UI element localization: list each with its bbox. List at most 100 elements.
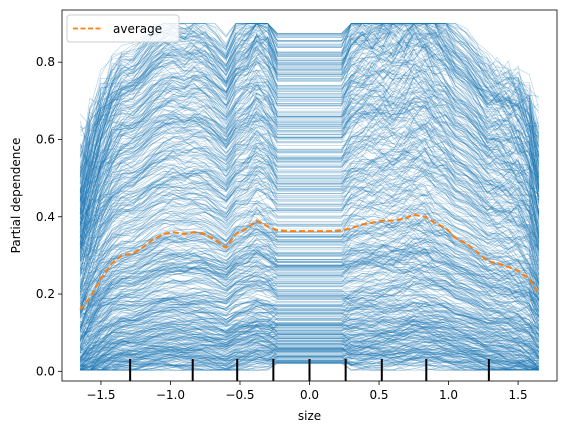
ice-curve — [79, 144, 540, 286]
ice-curve — [80, 333, 540, 371]
ice-curve — [79, 237, 540, 314]
ice-curve — [79, 276, 540, 334]
ice-curve — [79, 287, 540, 347]
ice-curve — [79, 59, 540, 238]
y-tick-label: 0.0 — [36, 364, 55, 378]
ice-curve — [80, 264, 540, 333]
ice-curve — [79, 150, 540, 248]
ice-curve — [79, 321, 540, 368]
ice-curve — [79, 203, 540, 279]
ice-curve — [79, 35, 540, 212]
ice-curve — [79, 48, 540, 205]
ice-curve — [80, 23, 540, 156]
ice-curve — [79, 326, 540, 370]
ice-curve — [80, 177, 540, 280]
ice-curve — [79, 68, 540, 197]
ice-curve — [80, 328, 540, 371]
ice-curve — [79, 300, 540, 358]
ice-curve — [79, 301, 539, 362]
ice-curve — [79, 217, 540, 308]
ice-curve — [79, 138, 540, 250]
ice-curve — [79, 119, 539, 240]
ice-curve — [79, 88, 540, 217]
ice-curve — [79, 252, 540, 322]
ice-curve — [79, 59, 540, 200]
ice-curve — [79, 148, 540, 256]
ice-curve — [79, 297, 540, 353]
ice-curve — [79, 89, 540, 202]
ice-curve — [80, 339, 539, 371]
ice-curve — [79, 23, 540, 156]
ice-curve — [80, 319, 540, 370]
ice-curve — [79, 68, 540, 253]
ice-curve — [79, 102, 540, 229]
ice-curve — [79, 242, 540, 331]
ice-curve — [79, 88, 540, 239]
ice-curve — [79, 198, 539, 305]
ice-curve — [79, 247, 540, 328]
ice-curve — [80, 331, 540, 371]
ice-curve — [79, 94, 540, 239]
ice-curve — [79, 319, 540, 370]
ice-curve — [79, 276, 540, 347]
ice-curve — [80, 342, 540, 371]
ice-curve — [79, 138, 539, 234]
ice-curve — [79, 140, 540, 261]
ice-curve — [79, 99, 540, 245]
ice-curve — [79, 229, 540, 315]
ice-curve — [79, 119, 540, 263]
ice-curve — [80, 345, 539, 371]
ice-curve — [79, 261, 540, 340]
ice-curve — [79, 154, 540, 290]
ice-curve — [80, 346, 540, 371]
ice-curve — [79, 39, 540, 239]
ice-curve — [79, 177, 540, 290]
ice-curve — [80, 329, 540, 371]
ice-curve — [79, 282, 539, 349]
ice-curve — [79, 189, 540, 276]
ice-curve — [79, 241, 540, 307]
ice-curve — [79, 200, 540, 284]
ice-curve — [80, 283, 539, 337]
ice-curve — [80, 347, 539, 371]
ice-curve — [79, 33, 540, 181]
ice-curve — [79, 222, 540, 307]
ice-curve — [80, 268, 539, 322]
ice-curve — [79, 175, 540, 283]
ice-curve — [80, 352, 539, 371]
ice-curve — [79, 211, 540, 296]
ice-curve — [79, 282, 540, 343]
ice-curve — [79, 334, 540, 371]
ice-curve — [80, 148, 540, 261]
ice-curve — [79, 270, 540, 336]
ice-curve — [79, 23, 540, 170]
x-tick-label: 1.5 — [509, 388, 528, 402]
ice-curve — [79, 93, 539, 224]
ice-curve — [79, 23, 540, 173]
ice-curve — [79, 140, 540, 244]
ice-curve — [79, 169, 540, 262]
ice-curve — [79, 194, 540, 288]
ice-curve — [79, 280, 540, 337]
ice-curve — [79, 181, 540, 282]
ice-curve — [79, 127, 540, 238]
ice-curve — [79, 326, 540, 369]
ice-curve — [79, 147, 540, 277]
ice-curve — [79, 293, 540, 362]
ice-curve — [79, 336, 540, 368]
ice-curve — [80, 344, 539, 371]
ice-curve — [79, 99, 540, 226]
ice-curve — [79, 42, 539, 245]
ice-curve — [79, 150, 540, 265]
ice-curve — [79, 65, 540, 211]
ice-curve — [79, 23, 540, 159]
ice-curve — [79, 309, 540, 357]
ice-curve — [79, 23, 540, 154]
ice-curve — [80, 341, 540, 371]
ice-curve — [79, 302, 540, 363]
ice-curve — [80, 340, 539, 371]
ice-curve — [79, 139, 540, 266]
ice-curve — [79, 158, 540, 260]
ice-curve — [79, 158, 540, 288]
ice-curve — [79, 97, 540, 221]
